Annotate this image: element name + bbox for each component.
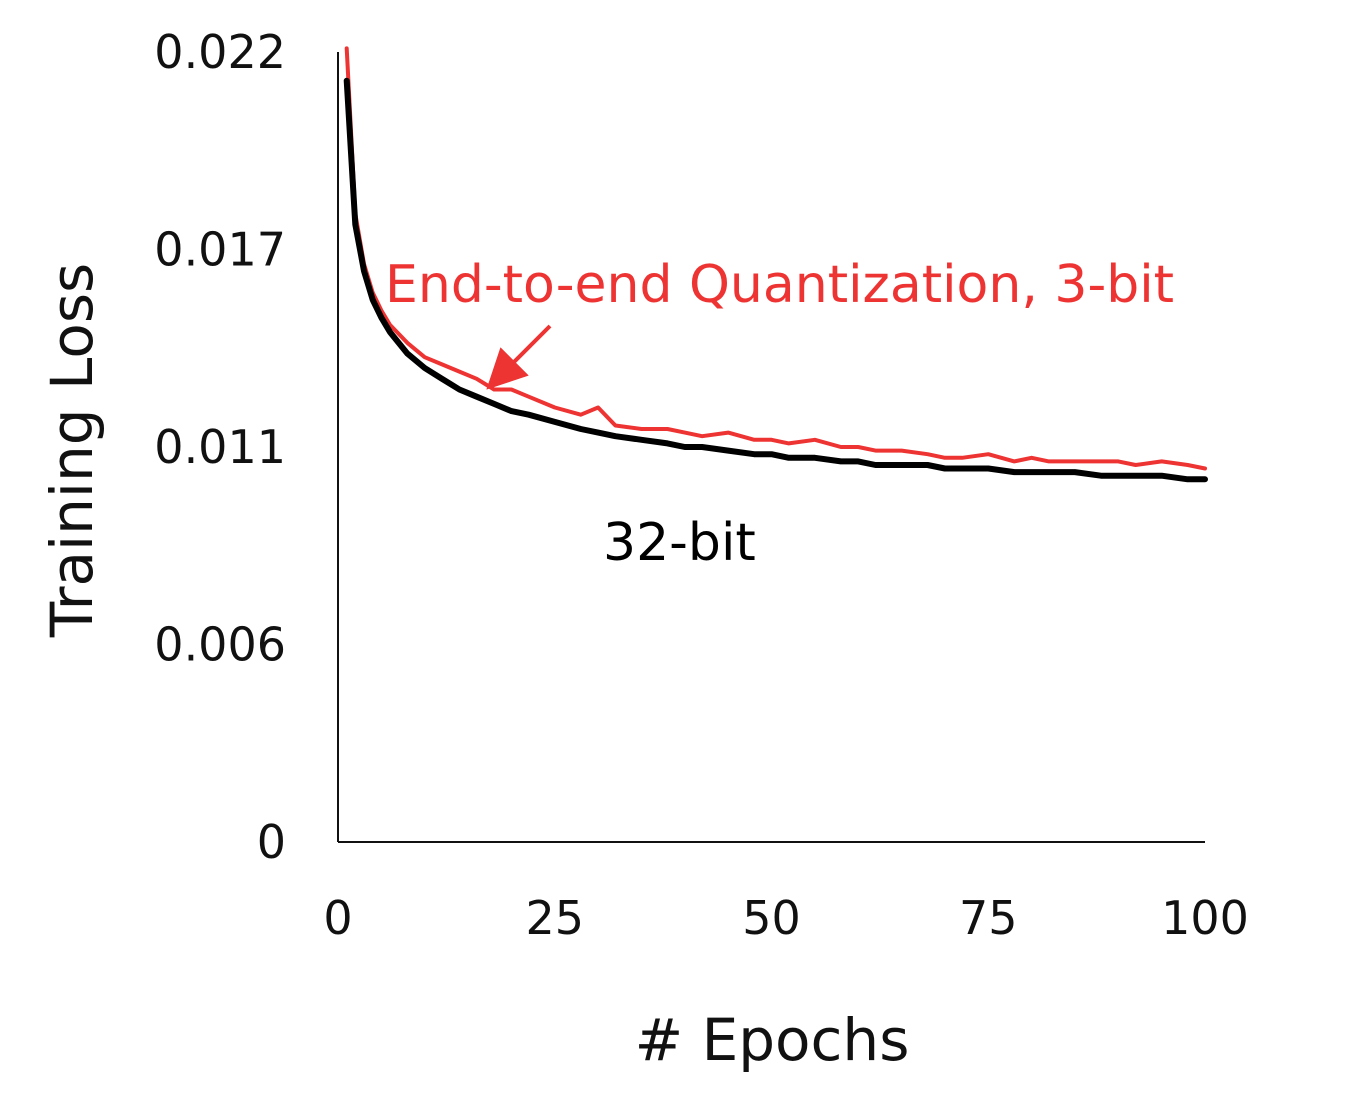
y-tick-label: 0.006 [154,618,286,672]
x-tick-label: 25 [525,891,584,945]
y-axis-title: Training Loss [38,263,106,639]
y-tick-label: 0.022 [154,25,286,79]
annotation-arrow [486,324,552,390]
y-tick-label: 0 [257,815,286,869]
y-tick-label: 0.017 [154,223,286,277]
series-layer [343,46,1208,483]
x-axis-title: # Epochs [635,1006,910,1074]
y-tick-label: 0.011 [154,420,286,474]
series-line-32bit [343,77,1208,483]
annotation-32bit-label: 32-bit [603,513,756,573]
x-tick-label: 75 [959,891,1018,945]
x-tick-label: 100 [1161,891,1249,945]
x-tick-label: 50 [742,891,801,945]
axes [337,52,1205,843]
y-tick-labels: 0 0.006 0.011 0.017 0.022 [154,25,286,869]
series-line-3bit [344,46,1207,471]
annotation-quantized-label: End-to-end Quantization, 3-bit [385,255,1174,315]
x-tick-labels: 0 25 50 75 100 [323,891,1249,945]
x-tick-label: 0 [323,891,352,945]
